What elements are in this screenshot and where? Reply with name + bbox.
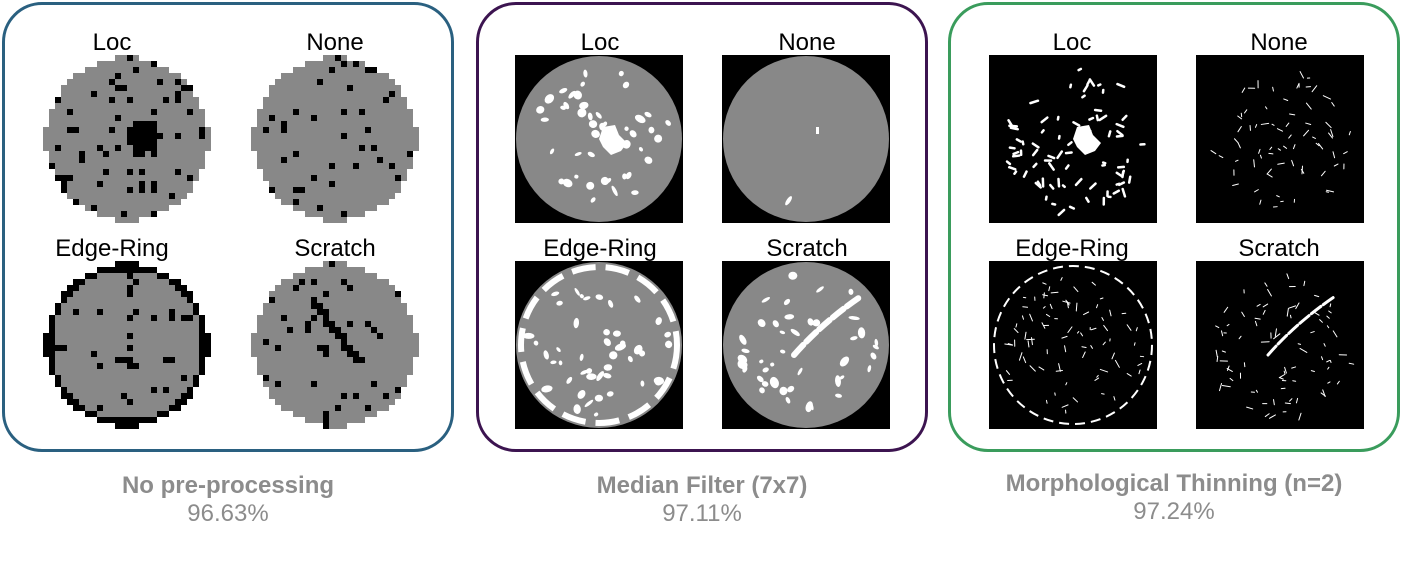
wafer-map-loc xyxy=(989,55,1157,223)
wafer-grid xyxy=(251,261,419,429)
label-loc: Loc xyxy=(580,29,620,56)
wafer-map-none xyxy=(1196,55,1364,223)
panel-median-filter: Loc None Edge-Ring Scratch xyxy=(476,2,928,452)
caption-title: No pre-processing xyxy=(121,472,335,499)
caption-no-preprocessing: No pre-processing 96.63% xyxy=(2,472,454,528)
wafer-map-edge-ring xyxy=(43,261,211,429)
wafer-map-scratch xyxy=(1196,261,1364,429)
label-scratch: Scratch xyxy=(294,235,376,262)
caption-title: Morphological Thinning (n=2) xyxy=(1005,470,1343,497)
caption-accuracy: 97.11% xyxy=(662,500,742,527)
label-edge-ring: Edge-Ring xyxy=(55,235,169,262)
wafer-map-scratch xyxy=(251,261,419,429)
label-none: None xyxy=(1250,29,1308,56)
caption-title: Median Filter (7x7) xyxy=(596,472,808,499)
label-edge-ring: Edge-Ring xyxy=(1015,235,1129,262)
wafer-map-edge-ring xyxy=(989,261,1157,429)
wafer-map-none xyxy=(251,55,419,223)
panel-no-preprocessing: Loc None Edge-Ring Scratch xyxy=(2,2,454,452)
label-loc: Loc xyxy=(1052,29,1092,56)
panel-morphological-thinning: Loc None Edge-Ring Scratch xyxy=(948,2,1400,452)
label-edge-ring: Edge-Ring xyxy=(543,235,657,262)
label-none: None xyxy=(306,29,364,56)
wafer-grid xyxy=(251,55,419,223)
label-loc: Loc xyxy=(92,29,132,56)
caption-accuracy: 96.63% xyxy=(187,500,269,527)
label-scratch: Scratch xyxy=(1238,235,1320,262)
wafer-map-scratch xyxy=(722,261,890,429)
wafer-map-edge-ring xyxy=(515,261,683,429)
wafer-map-loc xyxy=(515,55,683,223)
wafer-map-none xyxy=(722,55,890,223)
label-none: None xyxy=(778,29,836,56)
caption-morphological-thinning: Morphological Thinning (n=2) 97.24% xyxy=(948,470,1400,526)
wafer-map-loc xyxy=(43,55,211,223)
caption-accuracy: 97.24% xyxy=(1133,498,1215,525)
caption-median-filter: Median Filter (7x7) 97.11% xyxy=(476,472,928,528)
label-scratch: Scratch xyxy=(766,235,848,262)
